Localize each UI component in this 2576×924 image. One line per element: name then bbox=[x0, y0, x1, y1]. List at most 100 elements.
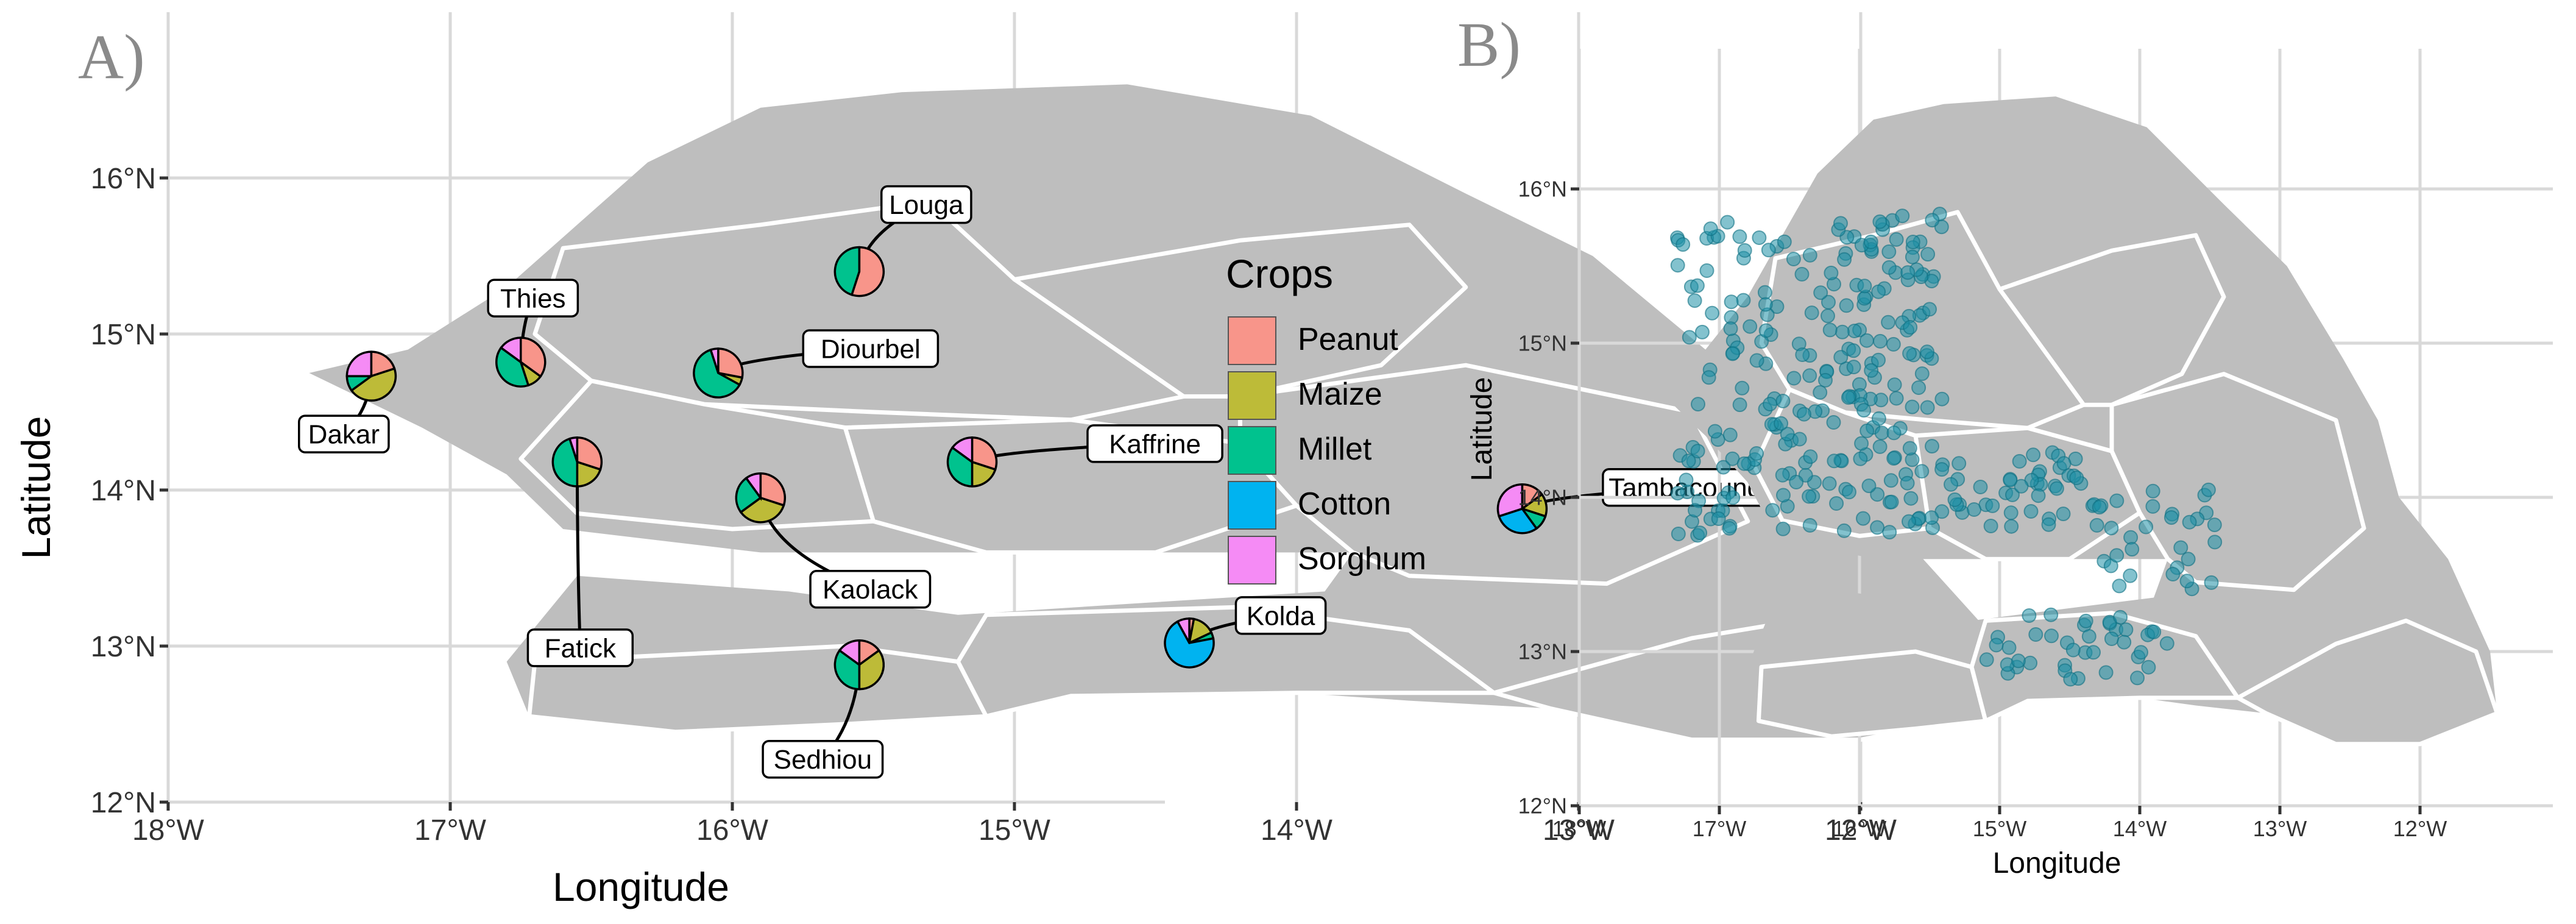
sample-point bbox=[1818, 372, 1833, 388]
sample-point bbox=[1732, 229, 1747, 244]
sample-point bbox=[2145, 483, 2160, 499]
sample-point bbox=[1934, 462, 1950, 477]
sample-point bbox=[1985, 498, 2000, 513]
sample-point bbox=[1902, 514, 1916, 529]
sample-point bbox=[1736, 456, 1752, 471]
sample-point bbox=[1846, 343, 1861, 358]
panel-b-x-tick-label: 18°W bbox=[1552, 816, 1606, 841]
panel-a-region-shape bbox=[1012, 222, 1468, 399]
legend-swatch-maize bbox=[1228, 371, 1276, 420]
sample-point bbox=[1842, 485, 1856, 500]
label-leader-line bbox=[575, 461, 582, 649]
pie-slice-maize bbox=[739, 496, 785, 524]
region-label-box bbox=[487, 279, 579, 318]
sample-point bbox=[1758, 323, 1774, 338]
pie-slice-millet bbox=[551, 437, 579, 488]
sample-point bbox=[2003, 505, 2019, 521]
sample-point bbox=[1822, 322, 1838, 338]
panel-a-x-tick-label: 17°W bbox=[414, 814, 487, 847]
sample-point bbox=[1821, 294, 1836, 310]
panel-a-letter: A) bbox=[78, 22, 145, 92]
region-label-box bbox=[1086, 424, 1223, 463]
sample-point bbox=[2109, 548, 2125, 563]
sample-point bbox=[1720, 215, 1735, 230]
sample-point bbox=[2104, 521, 2119, 536]
sample-point bbox=[1777, 234, 1792, 249]
panel-b-x-axis-title: Longitude bbox=[1993, 847, 2121, 880]
sample-point bbox=[1871, 411, 1886, 426]
sample-point bbox=[1758, 297, 1773, 312]
sample-point bbox=[1903, 320, 1918, 335]
pie-slice-sorghum bbox=[1496, 483, 1524, 518]
pie-slice-millet bbox=[735, 476, 762, 514]
sample-point bbox=[1737, 243, 1752, 258]
panel-b-region-shape bbox=[2109, 372, 2366, 592]
sample-point bbox=[1802, 489, 1817, 504]
region-pie-louga: Louga bbox=[833, 185, 972, 297]
sample-point bbox=[1854, 436, 1869, 451]
panel-b-map: 18°W 17°W 16°W 15°W 14°W 13°W 12°W 12°N 13°N 14°N… bbox=[1457, 10, 2553, 880]
sample-point bbox=[1679, 472, 1694, 488]
sample-point bbox=[1846, 360, 1861, 375]
sample-point bbox=[1873, 333, 1888, 349]
pie-slice-sorghum bbox=[568, 436, 579, 463]
sample-point bbox=[1752, 230, 1767, 245]
sample-point bbox=[2001, 640, 2017, 655]
panel-b-x-tick-label: 17°W bbox=[1693, 816, 1746, 841]
sample-point bbox=[2207, 517, 2222, 533]
sample-point bbox=[1711, 511, 1726, 526]
sample-point bbox=[1829, 496, 1844, 511]
sample-point bbox=[2139, 519, 2154, 535]
legend-label-millet: Millet bbox=[1298, 432, 1372, 467]
pie-slice-peanut bbox=[717, 347, 744, 379]
legend-title: Crops bbox=[1226, 251, 1333, 296]
sample-point bbox=[1989, 638, 2004, 653]
sample-point bbox=[2125, 542, 2140, 557]
sample-point bbox=[1804, 305, 1819, 321]
sample-point bbox=[1924, 510, 1939, 525]
pie-slice-maize bbox=[350, 367, 397, 402]
panel-a-map: Louga Thies Diourbel Dakar Fatick Kaffrine Kao… bbox=[13, 12, 2019, 909]
sample-point bbox=[1979, 652, 1994, 667]
sample-point bbox=[2063, 672, 2078, 687]
sample-point bbox=[1670, 486, 1685, 501]
sample-point bbox=[1725, 346, 1740, 361]
sample-point bbox=[2004, 519, 2019, 534]
sample-point bbox=[1861, 478, 1877, 494]
sample-point bbox=[2145, 499, 2160, 514]
panel-a-x-tick-label: 18°W bbox=[132, 814, 205, 847]
sample-point bbox=[2112, 578, 2127, 594]
sample-point bbox=[1795, 347, 1810, 362]
sample-point bbox=[1723, 321, 1738, 336]
sample-point bbox=[1839, 298, 1854, 313]
region-pie-thies: Thies bbox=[487, 279, 579, 388]
sample-point bbox=[1826, 415, 1841, 430]
region-label-text: Fatick bbox=[545, 633, 617, 663]
region-label-box bbox=[526, 628, 634, 667]
sample-point bbox=[1859, 333, 1874, 348]
sample-point bbox=[2130, 670, 2145, 686]
sample-point bbox=[1914, 464, 1930, 479]
region-pie-kaolack: Kaolack bbox=[735, 472, 932, 609]
sample-point bbox=[1690, 444, 1705, 459]
sample-point bbox=[2118, 622, 2134, 638]
sample-point bbox=[1786, 252, 1801, 266]
sample-point bbox=[2159, 636, 2174, 651]
panel-a-x-axis-title: Longitude bbox=[553, 864, 729, 909]
sample-point bbox=[1920, 344, 1934, 360]
region-label-text: Kaolack bbox=[823, 575, 919, 605]
sample-point bbox=[1671, 527, 1686, 541]
sample-point bbox=[1732, 397, 1747, 413]
sample-point bbox=[1681, 453, 1696, 469]
sample-point bbox=[1775, 394, 1791, 408]
panel-b-y-tick-label: 13°N bbox=[1518, 639, 1567, 664]
pie-slice-sorghum bbox=[838, 639, 861, 667]
sample-point bbox=[1694, 324, 1710, 339]
sample-point bbox=[1872, 214, 1888, 229]
panel-a-y-tick-label: 13°N bbox=[91, 631, 156, 663]
sample-point bbox=[1716, 460, 1731, 475]
panel-a-x-tick-label: 13°W bbox=[1543, 814, 1615, 847]
region-pie-sedhiou: Sedhiou bbox=[762, 639, 885, 779]
sample-point bbox=[1836, 523, 1852, 538]
sample-point bbox=[1887, 377, 1902, 393]
